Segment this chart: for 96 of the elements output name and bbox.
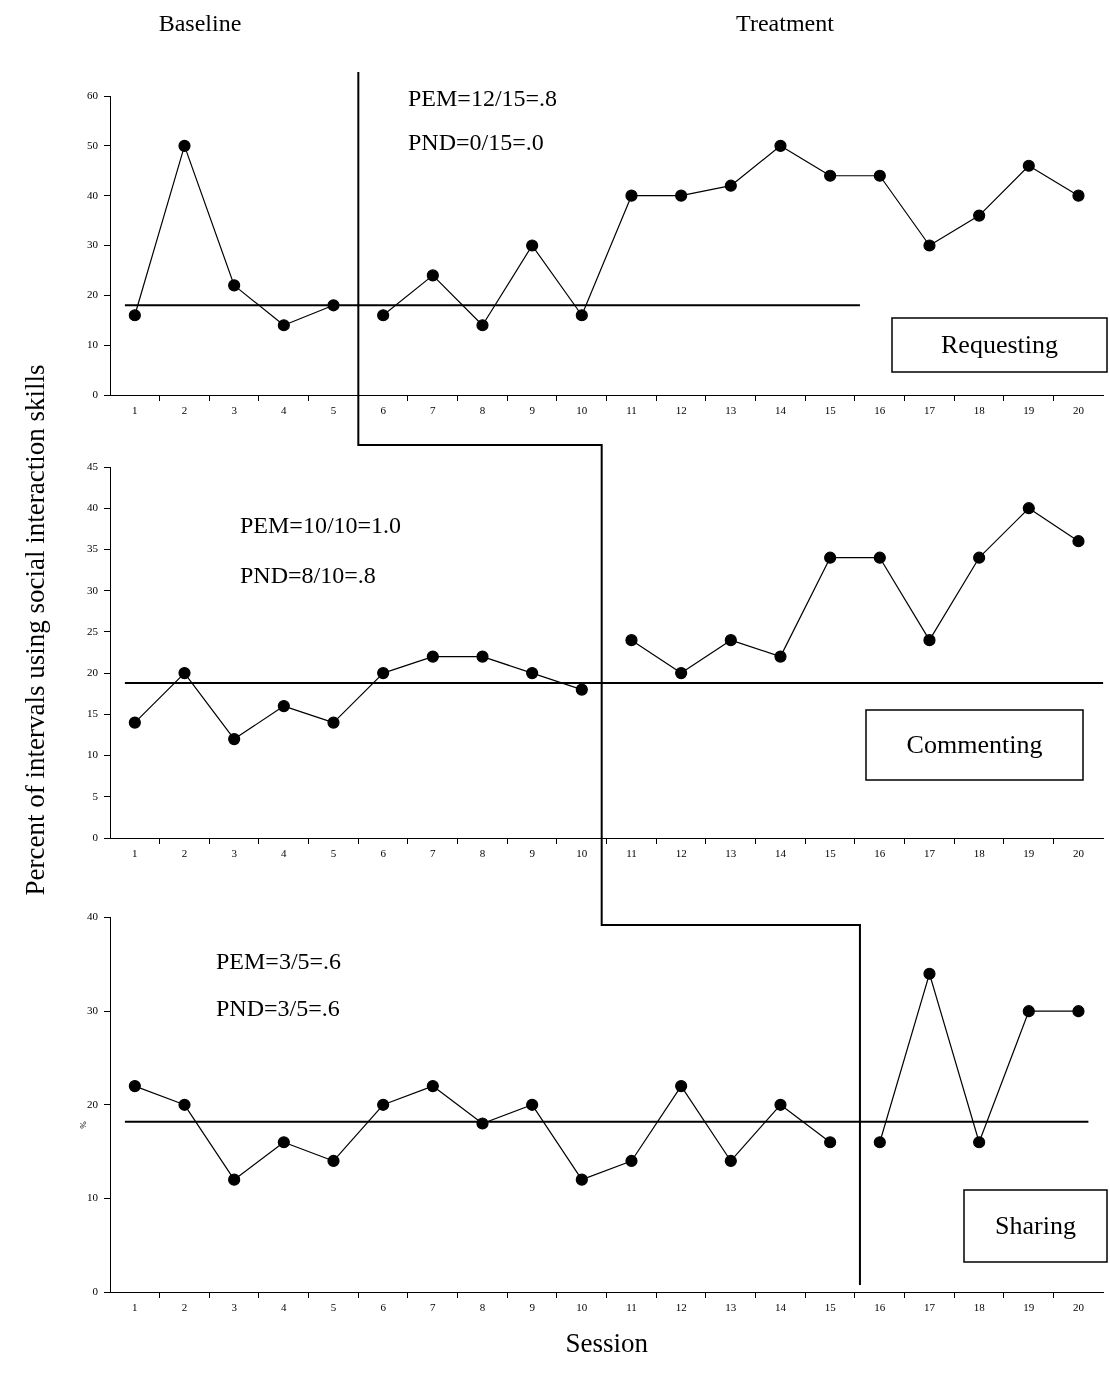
y-tick-label: 20 xyxy=(87,666,99,678)
y-tick-label: 10 xyxy=(87,338,99,351)
annotation: PEM=12/15=.8 xyxy=(408,85,558,112)
y-tick-label: 0 xyxy=(92,830,99,843)
x-tick-label: 5 xyxy=(330,404,337,417)
x-tick-label: 1 xyxy=(132,1301,138,1314)
y-axis-title: % xyxy=(78,1121,88,1129)
x-tick-label: 15 xyxy=(824,404,837,417)
text: Sharing xyxy=(995,1210,1076,1240)
x-tick-label: 2 xyxy=(181,1301,188,1314)
y-tick-label: 25 xyxy=(87,624,99,637)
x-tick-label: 15 xyxy=(824,847,837,860)
x-tick-label: 11 xyxy=(626,847,637,860)
x-tick-label: 9 xyxy=(529,1301,536,1314)
x-tick-label: 18 xyxy=(973,404,986,417)
y-tick-label: 40 xyxy=(87,188,99,201)
x-tick-label: 16 xyxy=(874,1301,886,1314)
y-tick-label: 0 xyxy=(92,1284,99,1297)
x-tick-label: 7 xyxy=(430,404,437,417)
x-tick-label: 20 xyxy=(1072,1301,1085,1314)
x-tick-label: 6 xyxy=(380,847,387,860)
x-tick-label: 18 xyxy=(973,1301,986,1314)
x-tick-label: 20 xyxy=(1072,847,1085,860)
y-tick-label: 10 xyxy=(87,748,99,761)
y-tick-label: 50 xyxy=(87,138,99,151)
x-tick-label: 13 xyxy=(725,1301,737,1314)
x-tick-label: 11 xyxy=(626,404,637,417)
x-tick-label: 16 xyxy=(874,847,886,860)
x-tick-label: 10 xyxy=(576,404,588,417)
y-tick-label: 0 xyxy=(92,387,99,400)
x-tick-label: 4 xyxy=(281,847,288,860)
x-tick-label: 14 xyxy=(774,404,787,417)
y-axis-title: Percent of intervals using social interaction skills xyxy=(19,364,51,896)
x-tick-label: 6 xyxy=(380,404,387,417)
x-tick-label: 8 xyxy=(479,1301,486,1314)
x-tick-label: 13 xyxy=(725,847,737,860)
x-tick-label: 10 xyxy=(576,1301,588,1314)
x-tick-label: 12 xyxy=(675,404,687,417)
annotation: PND=8/10=.8 xyxy=(240,562,376,589)
x-tick-label: 7 xyxy=(430,1301,437,1314)
x-tick-label: 7 xyxy=(430,847,437,860)
y-tick-label: 60 xyxy=(87,88,99,101)
x-tick-label: 8 xyxy=(479,404,486,417)
x-tick-label: 1 xyxy=(132,847,138,860)
y-tick-label: 30 xyxy=(87,238,99,251)
x-tick-label: 18 xyxy=(973,847,986,860)
y-tick-label: 10 xyxy=(87,1191,99,1204)
x-tick-label: 8 xyxy=(479,847,486,860)
text: Treatment xyxy=(736,10,835,37)
x-tick-label: 13 xyxy=(725,404,737,417)
y-tick-label: 5 xyxy=(92,789,99,802)
x-tick-label: 3 xyxy=(231,1301,238,1314)
x-tick-label: 5 xyxy=(330,1301,337,1314)
x-tick-label: 19 xyxy=(1023,1301,1035,1314)
x-tick-label: 19 xyxy=(1023,404,1035,417)
annotation: PEM=10/10=1.0 xyxy=(240,512,402,539)
text: Baseline xyxy=(158,10,242,37)
x-tick-label: 16 xyxy=(874,404,886,417)
x-tick-label: 3 xyxy=(231,404,238,417)
x-tick-label: 9 xyxy=(529,404,536,417)
x-tick-label: 19 xyxy=(1023,847,1035,860)
x-tick-label: 10 xyxy=(576,847,588,860)
x-tick-label: 2 xyxy=(181,404,188,417)
x-tick-label: 20 xyxy=(1072,404,1085,417)
y-tick-label: 45 xyxy=(87,459,99,472)
x-tick-label: 12 xyxy=(675,847,687,860)
x-tick-label: 15 xyxy=(824,1301,837,1314)
x-tick-label: 17 xyxy=(923,847,936,860)
x-tick-label: 1 xyxy=(132,404,138,417)
annotation: PND=0/15=.0 xyxy=(408,129,544,156)
x-tick-label: 3 xyxy=(231,847,238,860)
x-tick-label: 6 xyxy=(380,1301,387,1314)
text: Commenting xyxy=(906,729,1043,759)
x-tick-label: 14 xyxy=(774,1301,787,1314)
text: Requesting xyxy=(941,329,1058,359)
x-tick-label: 14 xyxy=(774,847,787,860)
x-tick-label: 5 xyxy=(330,847,337,860)
x-tick-label: 12 xyxy=(675,1301,687,1314)
x-tick-label: 17 xyxy=(923,1301,936,1314)
y-tick-label: 30 xyxy=(87,1004,99,1017)
y-tick-label: 40 xyxy=(87,501,99,514)
y-tick-label: 30 xyxy=(87,583,99,596)
x-tick-label: 11 xyxy=(626,1301,637,1314)
y-tick-label: 35 xyxy=(87,542,99,555)
x-tick-label: 2 xyxy=(181,847,188,860)
x-tick-label: 4 xyxy=(281,404,288,417)
x-tick-label: 9 xyxy=(529,847,536,860)
y-tick-label: 15 xyxy=(87,707,99,720)
x-axis-title: Session xyxy=(565,1328,649,1359)
y-tick-label: 20 xyxy=(87,288,99,301)
annotation: PND=3/5=.6 xyxy=(216,995,340,1022)
x-tick-label: 4 xyxy=(281,1301,288,1314)
y-tick-label: 40 xyxy=(87,910,99,923)
annotation: PEM=3/5=.6 xyxy=(216,948,342,975)
x-tick-label: 17 xyxy=(923,404,936,417)
y-tick-label: 20 xyxy=(87,1097,99,1110)
